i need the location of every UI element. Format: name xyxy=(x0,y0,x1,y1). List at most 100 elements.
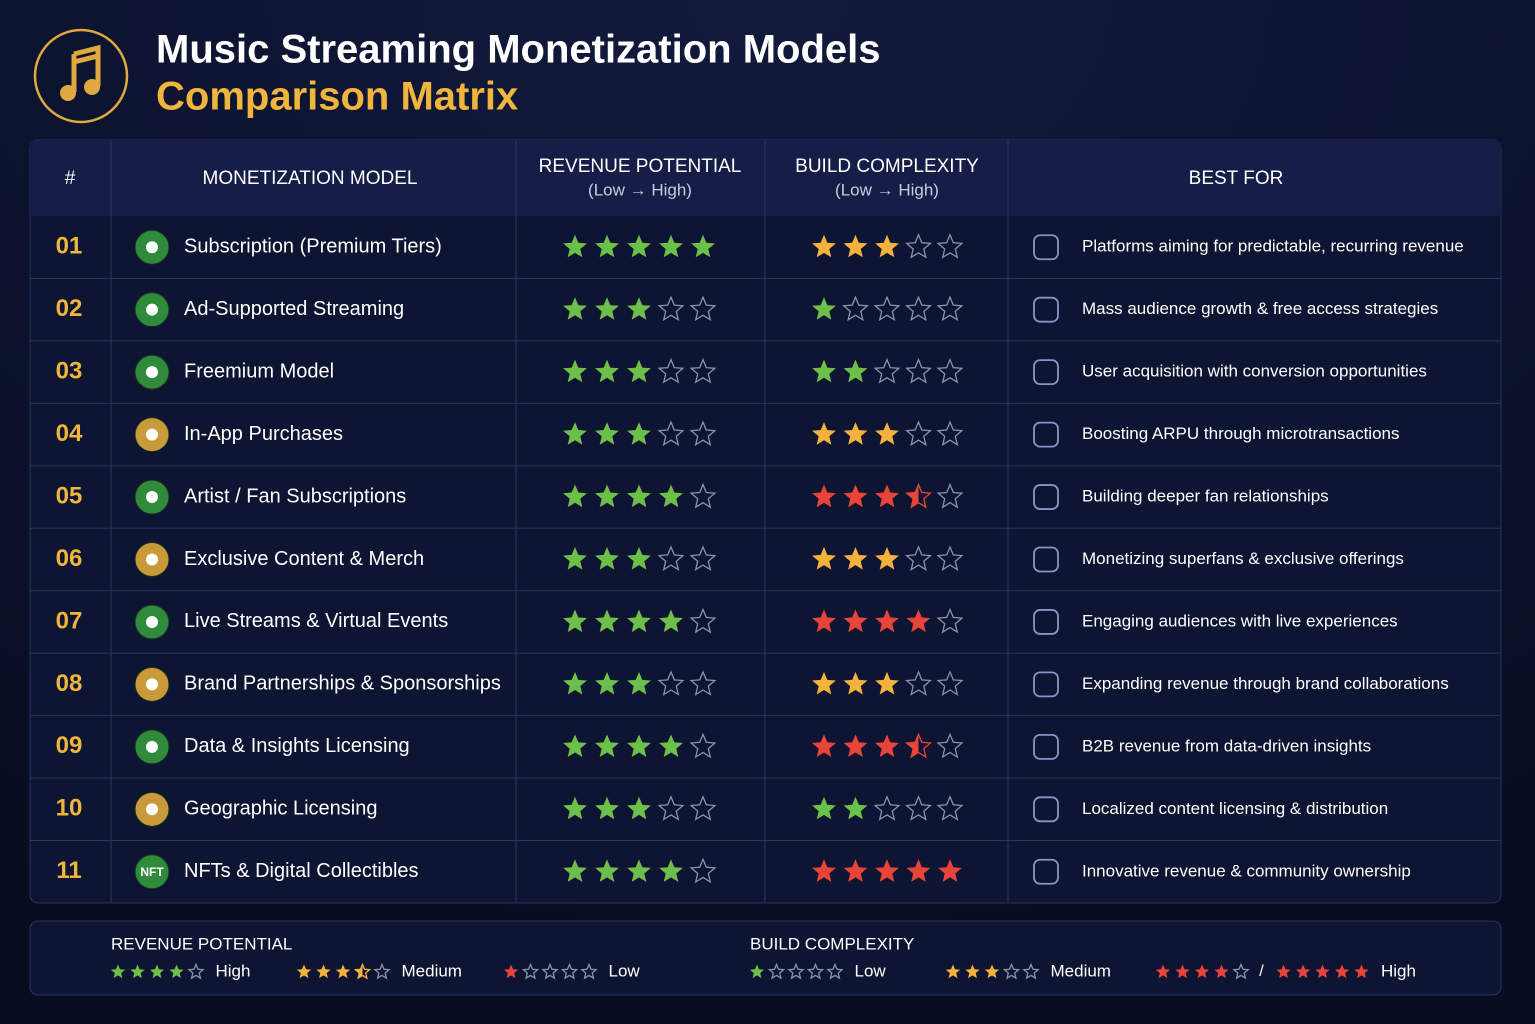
star xyxy=(936,232,964,259)
star xyxy=(689,295,717,322)
legend-title: BUILD COMPLEXITY xyxy=(750,934,914,953)
column-header: BEST FOR xyxy=(1189,168,1284,189)
badge-glyph xyxy=(146,366,158,379)
best-for: B2B revenue from data-driven insights xyxy=(1082,736,1371,755)
star xyxy=(1276,964,1291,979)
star xyxy=(936,545,964,571)
star xyxy=(563,859,587,882)
star xyxy=(812,359,836,383)
star xyxy=(875,422,899,445)
row-number: 09 xyxy=(56,732,83,759)
star xyxy=(806,962,825,980)
column-subheader: (Low → High) xyxy=(588,180,692,199)
row-number: 06 xyxy=(56,545,83,572)
star xyxy=(503,964,519,979)
best-for-icon xyxy=(1033,733,1059,760)
star xyxy=(689,545,717,571)
star xyxy=(843,671,868,695)
star xyxy=(563,484,587,508)
star xyxy=(595,359,619,383)
star xyxy=(936,295,964,322)
badge-glyph xyxy=(146,241,158,254)
badge-glyph xyxy=(146,803,158,816)
star xyxy=(1002,962,1021,980)
logo-note xyxy=(71,44,101,92)
star xyxy=(826,962,844,980)
star xyxy=(563,734,587,757)
star xyxy=(353,962,372,980)
star xyxy=(595,234,619,258)
star xyxy=(595,484,619,508)
legend-separator: / xyxy=(1259,963,1264,980)
star xyxy=(843,734,868,757)
star xyxy=(657,420,685,447)
star xyxy=(563,297,587,320)
star xyxy=(691,234,715,258)
star xyxy=(627,234,651,258)
row-number: 11 xyxy=(56,857,81,884)
star xyxy=(787,962,805,980)
row-number: 05 xyxy=(56,482,83,509)
star xyxy=(563,671,587,695)
star xyxy=(1214,964,1229,979)
star xyxy=(812,609,836,633)
star xyxy=(657,795,685,821)
badge-glyph xyxy=(146,740,158,753)
model-name: Brand Partnerships & Sponsorships xyxy=(184,673,501,695)
star xyxy=(296,964,312,979)
star xyxy=(110,964,126,979)
star xyxy=(563,422,587,445)
star xyxy=(936,732,964,759)
star xyxy=(689,670,717,696)
legend-label: High xyxy=(1381,961,1416,980)
star xyxy=(657,545,685,571)
column-subheader: (Low → High) xyxy=(835,180,939,199)
star xyxy=(627,359,651,383)
star xyxy=(749,964,765,979)
star xyxy=(812,671,836,695)
best-for: Boosting ARPU through microtransactions xyxy=(1082,424,1400,443)
logo-note-head xyxy=(60,85,76,101)
star xyxy=(843,547,868,570)
star xyxy=(1022,962,1040,980)
star xyxy=(1175,964,1190,979)
badge-text: NFT xyxy=(140,865,164,879)
star xyxy=(906,609,931,633)
model-name: Exclusive Content & Merch xyxy=(184,548,424,570)
star xyxy=(812,796,836,820)
row-number: 01 xyxy=(56,233,83,260)
column-header: MONETIZATION MODEL xyxy=(203,168,418,189)
star xyxy=(875,547,899,570)
star xyxy=(904,795,933,821)
best-for-icon xyxy=(1033,296,1059,323)
star xyxy=(595,609,619,633)
star xyxy=(595,671,619,695)
legend-label: High xyxy=(216,961,251,980)
legend xyxy=(29,920,1502,996)
star xyxy=(936,607,964,634)
row-number: 07 xyxy=(56,607,83,634)
star xyxy=(843,796,868,820)
star xyxy=(843,484,868,508)
star xyxy=(627,796,651,820)
best-for: Innovative revenue & community ownership xyxy=(1082,861,1411,880)
best-for: Platforms aiming for predictable, recurr… xyxy=(1082,237,1464,256)
star xyxy=(595,859,619,882)
star xyxy=(316,964,331,979)
star xyxy=(1295,964,1311,979)
best-for-icon xyxy=(1033,546,1059,573)
star xyxy=(659,484,683,508)
star xyxy=(812,422,836,445)
star xyxy=(843,234,868,258)
star xyxy=(689,795,717,821)
star xyxy=(595,547,619,570)
star xyxy=(984,964,1000,979)
best-for-icon xyxy=(1033,796,1059,823)
star xyxy=(904,670,933,696)
badge-glyph xyxy=(146,615,158,628)
star xyxy=(873,795,901,821)
star xyxy=(1155,964,1171,979)
star xyxy=(563,234,587,258)
best-for-icon xyxy=(1033,359,1059,386)
star xyxy=(875,484,899,508)
